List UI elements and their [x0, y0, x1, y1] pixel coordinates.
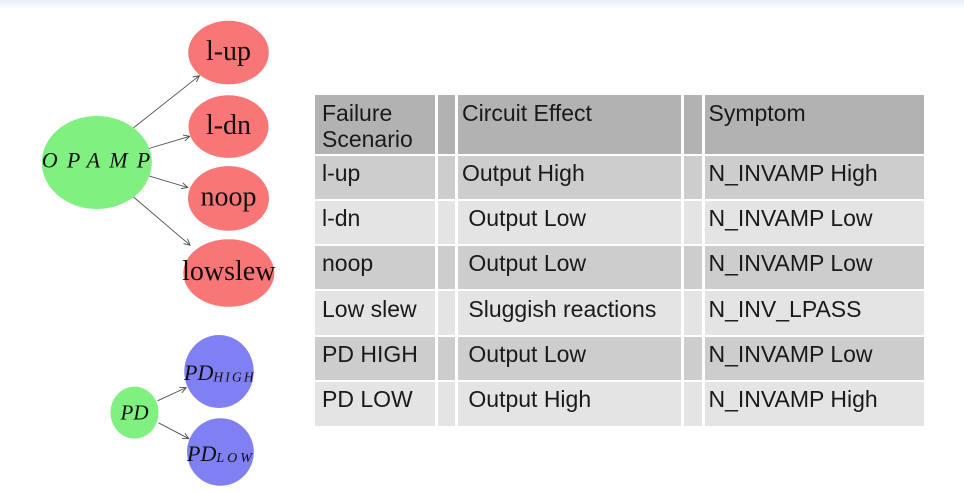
- svg-text:l-up: l-up: [206, 36, 251, 67]
- svg-text:OPAMP: OPAMP: [42, 148, 160, 173]
- svg-text:PD: PD: [120, 401, 149, 425]
- svg-text:lowslew: lowslew: [182, 256, 276, 287]
- svg-text:noop: noop: [201, 182, 257, 213]
- svg-text:l-dn: l-dn: [206, 110, 251, 141]
